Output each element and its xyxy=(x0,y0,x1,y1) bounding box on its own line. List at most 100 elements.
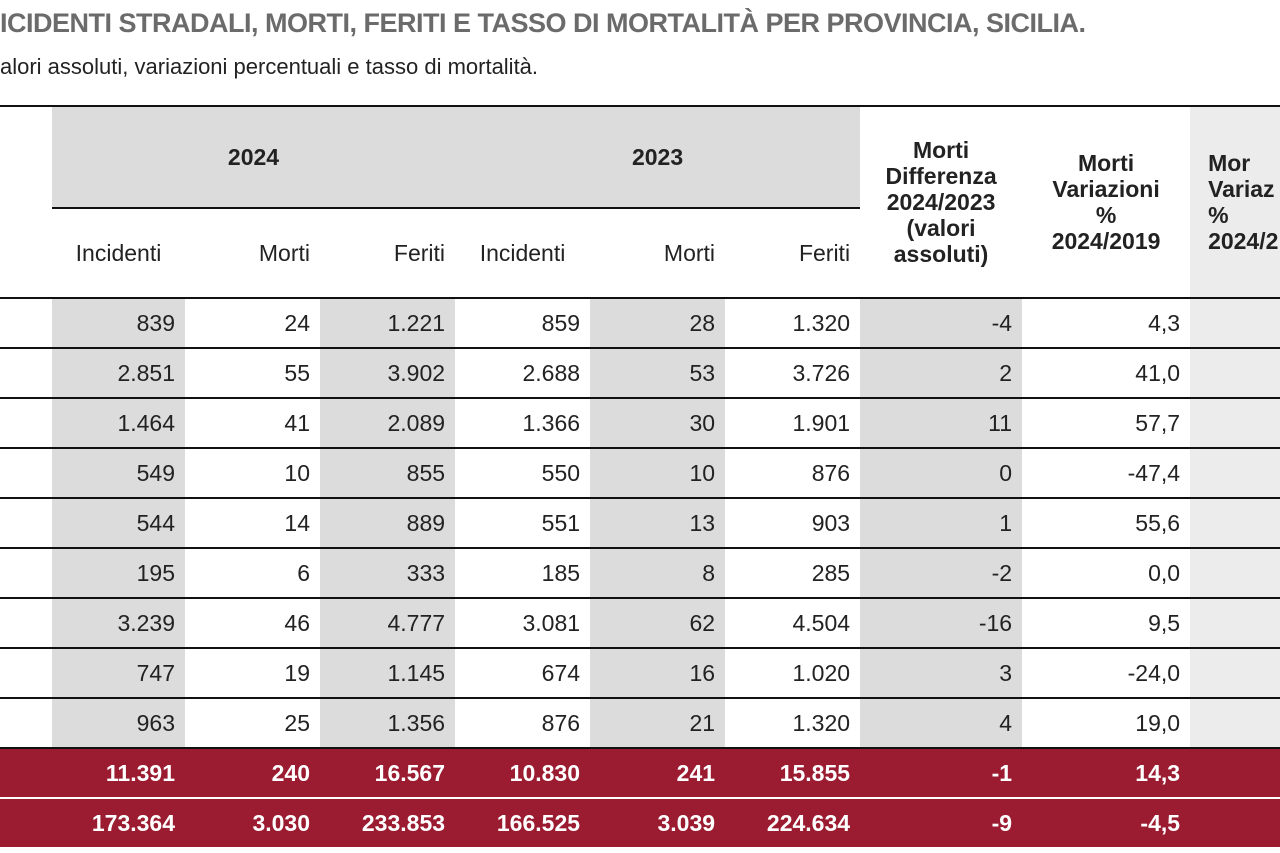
group-header: 2024 xyxy=(52,106,456,209)
cell: 333 xyxy=(320,548,456,599)
data-row: 1.464 41 2.089 1.366 30 1.901 11 57,7 xyxy=(0,398,1280,449)
blank-cell xyxy=(1190,548,1280,599)
blank-cell xyxy=(1190,398,1280,449)
column-header: Morti xyxy=(185,208,320,299)
cell: 0,0 xyxy=(1022,548,1191,599)
cell: 855 xyxy=(320,448,456,499)
cell: 1.356 xyxy=(320,698,456,749)
cell: 889 xyxy=(320,498,456,549)
cell: 10 xyxy=(185,448,320,499)
cell: 28 xyxy=(590,298,726,349)
cell: 10.830 xyxy=(455,748,591,799)
diff-header: Morti Differenza 2024/2023 (valori assoluti) xyxy=(860,106,1023,299)
cell: 876 xyxy=(725,448,861,499)
data-row: 747 19 1.145 674 16 1.020 3 -24,0 xyxy=(0,648,1280,699)
cell: 166.525 xyxy=(455,798,591,849)
header-line: Mor xyxy=(1208,150,1251,176)
cell: 1 xyxy=(860,498,1023,549)
cell: 30 xyxy=(590,398,726,449)
header-line: 2024/2019 xyxy=(1051,228,1161,254)
column-header: Incidenti xyxy=(455,208,591,299)
cell: 903 xyxy=(725,498,861,549)
cell: 46 xyxy=(185,598,320,649)
data-row: 544 14 889 551 13 903 1 55,6 xyxy=(0,498,1280,549)
data-row: 3.239 46 4.777 3.081 62 4.504 -16 9,5 xyxy=(0,598,1280,649)
header-line: Variazioni xyxy=(1052,176,1160,202)
header-line: 2024/2 xyxy=(1208,228,1279,254)
cell: 859 xyxy=(455,298,591,349)
data-row: 963 25 1.356 876 21 1.320 4 19,0 xyxy=(0,698,1280,749)
cell: 1.020 xyxy=(725,648,861,699)
column-header: Feriti xyxy=(725,208,861,299)
data-row: 2.851 55 3.902 2.688 53 3.726 2 41,0 xyxy=(0,348,1280,399)
cell: 41 xyxy=(185,398,320,449)
cell: 550 xyxy=(455,448,591,499)
cell: 839 xyxy=(52,298,185,349)
subtitle: alori assoluti, variazioni percentuali e… xyxy=(0,54,539,79)
cell: 551 xyxy=(455,498,591,549)
blank-cell xyxy=(0,398,52,449)
cell: 14,3 xyxy=(1022,748,1191,799)
data-row: 195 6 333 185 8 285 -2 0,0 xyxy=(0,548,1280,599)
header-line: 2024/2023 xyxy=(886,189,996,215)
cell: -4 xyxy=(860,298,1023,349)
cell: 1.901 xyxy=(725,398,861,449)
cell: 0 xyxy=(860,448,1023,499)
var-header: Morti Variazioni% 2024/2019 xyxy=(1022,106,1191,299)
cell: 2.688 xyxy=(455,348,591,399)
cell: -1 xyxy=(860,748,1023,799)
cell: 195 xyxy=(52,548,185,599)
blank-cell xyxy=(0,748,52,799)
cell: 16.567 xyxy=(320,748,456,799)
header-line: Morti xyxy=(1077,150,1135,176)
table-wrap: 2024 2023 Morti Differenza 2024/2023 (valori a… xyxy=(0,105,1280,853)
total-row: 173.364 3.030 233.853 166.525 3.039 224.634 -9… xyxy=(0,798,1280,849)
cell: 57,7 xyxy=(1022,398,1191,449)
cell: 549 xyxy=(52,448,185,499)
cell: -2 xyxy=(860,548,1023,599)
cell: 41,0 xyxy=(1022,348,1191,399)
cell: -47,4 xyxy=(1022,448,1191,499)
blank-cell xyxy=(0,598,52,649)
cell: 4,3 xyxy=(1022,298,1191,349)
header-line: % xyxy=(1208,202,1229,228)
cell: 285 xyxy=(725,548,861,599)
cell: 3.030 xyxy=(185,798,320,849)
blank-cell xyxy=(1190,698,1280,749)
blank-cell xyxy=(1190,448,1280,499)
title: ICIDENTI STRADALI, MORTI, FERITI E TASSO… xyxy=(0,8,1086,38)
column-header: Feriti xyxy=(320,208,456,299)
cell: 241 xyxy=(590,748,726,799)
blank-cell xyxy=(0,298,52,349)
cell: 19,0 xyxy=(1022,698,1191,749)
cell: 1.221 xyxy=(320,298,456,349)
cell: 53 xyxy=(590,348,726,399)
cell: 24 xyxy=(185,298,320,349)
cell: 233.853 xyxy=(320,798,456,849)
cell: 876 xyxy=(455,698,591,749)
cell: -16 xyxy=(860,598,1023,649)
blank-cell xyxy=(1190,798,1280,849)
table: 2024 2023 Morti Differenza 2024/2023 (valori a… xyxy=(0,105,1280,849)
cell: -24,0 xyxy=(1022,648,1191,699)
blank-cell xyxy=(0,348,52,399)
cell: 544 xyxy=(52,498,185,549)
cell: 2 xyxy=(860,348,1023,399)
blank-cell xyxy=(0,498,52,549)
cell: 3.081 xyxy=(455,598,591,649)
cell: 1.145 xyxy=(320,648,456,699)
cell: 4 xyxy=(860,698,1023,749)
cell: 62 xyxy=(590,598,726,649)
blank-cell xyxy=(0,548,52,599)
cell: 4.504 xyxy=(725,598,861,649)
blank-cell xyxy=(0,698,52,749)
cell: 3.239 xyxy=(52,598,185,649)
header-row: 2024 2023 Morti Differenza 2024/2023 (valori a… xyxy=(0,106,1280,299)
blank-cell xyxy=(1190,598,1280,649)
cell: 3.039 xyxy=(590,798,726,849)
cell: 6 xyxy=(185,548,320,599)
blank-cell xyxy=(0,106,52,299)
blank-cell xyxy=(1190,298,1280,349)
cell: 11 xyxy=(860,398,1023,449)
